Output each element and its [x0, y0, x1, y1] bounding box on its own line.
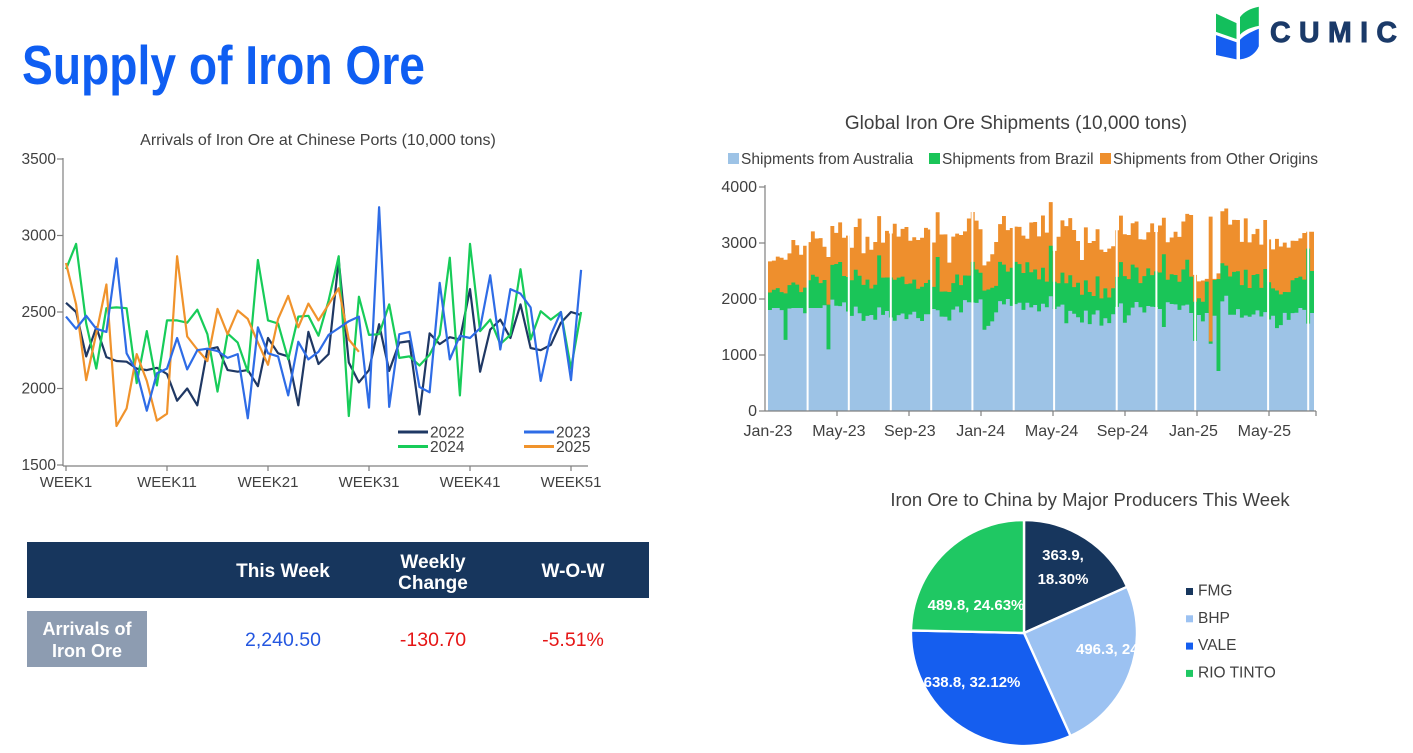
svg-text:496.3, 24: 496.3, 24	[1076, 641, 1139, 658]
svg-text:May-25: May-25	[1238, 423, 1291, 440]
svg-text:3000: 3000	[721, 235, 757, 252]
svg-text:RIO TINTO: RIO TINTO	[1198, 664, 1276, 681]
svg-text:2024: 2024	[430, 439, 465, 456]
svg-text:363.9,: 363.9,	[1042, 547, 1084, 564]
svg-text:W-O-W: W-O-W	[542, 561, 605, 582]
svg-text:WEEK11: WEEK11	[137, 474, 197, 491]
svg-text:1500: 1500	[22, 457, 57, 474]
svg-text:WEEK21: WEEK21	[238, 474, 299, 491]
svg-text:Supply of Iron Ore: Supply of Iron Ore	[22, 34, 425, 96]
svg-text:WEEK1: WEEK1	[40, 474, 93, 491]
svg-text:WEEK51: WEEK51	[541, 474, 602, 491]
svg-text:2000: 2000	[22, 381, 57, 398]
svg-text:18.30%: 18.30%	[1038, 571, 1089, 588]
svg-text:Jan-23: Jan-23	[744, 423, 793, 440]
svg-text:WEEK41: WEEK41	[440, 474, 501, 491]
svg-text:2000: 2000	[721, 291, 757, 308]
svg-text:2025: 2025	[556, 439, 590, 456]
svg-text:Shipments from Brazil: Shipments from Brazil	[942, 151, 1094, 168]
svg-text:Weekly: Weekly	[400, 552, 466, 573]
svg-text:Sep-24: Sep-24	[1097, 423, 1149, 440]
svg-text:3500: 3500	[22, 151, 57, 168]
svg-text:Arrivals of Iron Ore at Chines: Arrivals of Iron Ore at Chinese Ports (1…	[140, 132, 496, 149]
svg-text:0: 0	[748, 403, 757, 420]
svg-text:Iron Ore: Iron Ore	[52, 641, 122, 661]
svg-text:2022: 2022	[430, 425, 464, 442]
svg-text:2023: 2023	[556, 425, 590, 442]
svg-text:May-23: May-23	[812, 423, 865, 440]
svg-text:VALE: VALE	[1198, 637, 1237, 654]
svg-text:Iron Ore to China by Major Pro: Iron Ore to China by Major Producers Thi…	[890, 489, 1290, 510]
svg-text:BHP: BHP	[1198, 610, 1230, 627]
svg-text:1000: 1000	[721, 347, 757, 364]
svg-text:Jan-24: Jan-24	[956, 423, 1005, 440]
svg-text:Change: Change	[398, 573, 468, 594]
svg-text:This Week: This Week	[236, 561, 330, 582]
svg-text:Sep-23: Sep-23	[884, 423, 936, 440]
svg-text:Arrivals of: Arrivals of	[42, 619, 132, 639]
svg-text:Shipments from Other Origins: Shipments from Other Origins	[1113, 151, 1318, 168]
svg-text:-5.51%: -5.51%	[542, 629, 604, 651]
svg-text:638.8, 32.12%: 638.8, 32.12%	[924, 674, 1021, 691]
svg-text:Global Iron Ore Shipments (10,: Global Iron Ore Shipments (10,000 tons)	[845, 113, 1187, 134]
svg-text:489.8, 24.63%: 489.8, 24.63%	[928, 597, 1025, 614]
svg-text:WEEK31: WEEK31	[339, 474, 400, 491]
svg-text:FMG: FMG	[1198, 583, 1232, 600]
svg-text:CUMIC: CUMIC	[1270, 17, 1397, 49]
svg-text:Shipments from Australia: Shipments from Australia	[741, 151, 914, 168]
svg-text:-130.70: -130.70	[400, 629, 466, 651]
svg-text:3000: 3000	[22, 228, 57, 245]
svg-text:2500: 2500	[22, 304, 57, 321]
svg-text:2,240.50: 2,240.50	[245, 629, 321, 651]
svg-text:May-24: May-24	[1025, 423, 1078, 440]
svg-text:4000: 4000	[721, 179, 757, 196]
svg-text:Jan-25: Jan-25	[1169, 423, 1218, 440]
